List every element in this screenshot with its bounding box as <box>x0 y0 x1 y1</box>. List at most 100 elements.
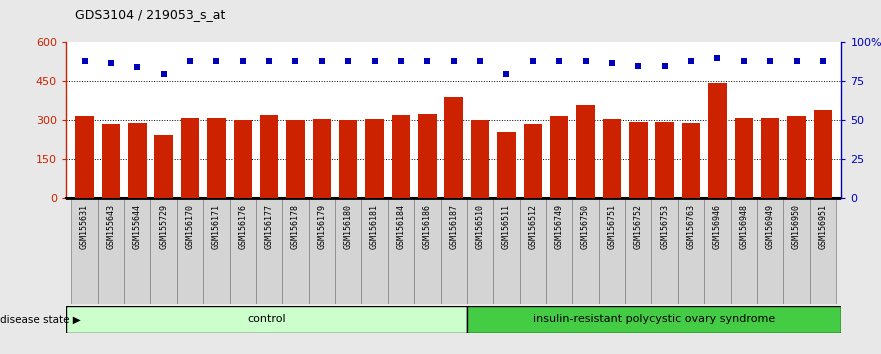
Point <box>657 63 671 69</box>
Bar <box>414 198 440 304</box>
Bar <box>576 105 595 198</box>
Bar <box>124 198 151 304</box>
Point <box>710 55 724 61</box>
Point <box>315 58 329 64</box>
Point <box>500 71 514 76</box>
Point <box>420 58 434 64</box>
Bar <box>550 116 568 198</box>
Bar <box>101 124 120 198</box>
Bar <box>467 306 841 333</box>
Point <box>552 58 566 64</box>
Point <box>130 64 144 70</box>
Point <box>341 58 355 64</box>
Bar <box>523 124 542 198</box>
Bar <box>98 198 124 304</box>
Text: GSM156946: GSM156946 <box>713 204 722 249</box>
Point <box>367 58 381 64</box>
Bar <box>181 118 199 198</box>
Bar <box>677 198 704 304</box>
Point <box>210 58 224 64</box>
Text: GSM156951: GSM156951 <box>818 204 827 249</box>
Text: GSM156176: GSM156176 <box>238 204 248 249</box>
Bar <box>128 123 146 198</box>
Point <box>579 58 593 64</box>
Text: GSM155729: GSM155729 <box>159 204 168 249</box>
Point <box>78 58 92 64</box>
Bar <box>761 118 780 198</box>
Bar <box>339 120 358 198</box>
Bar <box>757 198 783 304</box>
Bar <box>783 198 810 304</box>
Text: GSM156184: GSM156184 <box>396 204 405 249</box>
Bar <box>603 119 621 198</box>
Point <box>183 58 197 64</box>
Bar <box>470 120 489 198</box>
Point <box>737 58 751 64</box>
Text: GSM156177: GSM156177 <box>264 204 274 249</box>
Bar <box>730 198 757 304</box>
Bar <box>230 198 256 304</box>
Bar <box>282 198 308 304</box>
Bar <box>388 198 414 304</box>
Text: GSM156948: GSM156948 <box>739 204 748 249</box>
Text: GSM156752: GSM156752 <box>633 204 643 249</box>
Bar <box>233 120 252 198</box>
Bar <box>599 198 626 304</box>
Bar <box>788 116 806 198</box>
Point <box>473 58 487 64</box>
Text: disease state ▶: disease state ▶ <box>0 314 81 325</box>
Point <box>394 58 408 64</box>
Text: GSM156949: GSM156949 <box>766 204 774 249</box>
Text: control: control <box>248 314 285 325</box>
Point <box>632 63 646 69</box>
Point <box>816 58 830 64</box>
Text: GSM156512: GSM156512 <box>529 204 537 249</box>
Point <box>447 58 461 64</box>
Bar <box>75 116 93 198</box>
Bar <box>651 198 677 304</box>
Text: insulin-resistant polycystic ovary syndrome: insulin-resistant polycystic ovary syndr… <box>533 314 775 325</box>
Bar <box>708 83 727 198</box>
Bar <box>440 198 467 304</box>
Text: GSM156186: GSM156186 <box>423 204 432 249</box>
Bar <box>493 198 520 304</box>
Text: GSM156749: GSM156749 <box>555 204 564 249</box>
Text: GSM155644: GSM155644 <box>133 204 142 249</box>
Bar <box>497 132 515 198</box>
Bar <box>704 198 730 304</box>
Bar <box>418 114 437 198</box>
Bar <box>335 198 361 304</box>
Bar <box>573 198 599 304</box>
Bar <box>308 198 335 304</box>
Text: GSM156178: GSM156178 <box>291 204 300 249</box>
Bar <box>366 119 384 198</box>
Bar <box>71 198 98 304</box>
Point <box>763 58 777 64</box>
Bar <box>177 198 204 304</box>
Bar <box>682 123 700 198</box>
Bar <box>814 110 833 198</box>
Point <box>789 58 803 64</box>
Text: GSM156511: GSM156511 <box>502 204 511 249</box>
Point <box>288 58 302 64</box>
Text: GSM156171: GSM156171 <box>212 204 221 249</box>
Text: GSM156950: GSM156950 <box>792 204 801 249</box>
Point <box>262 58 276 64</box>
Point <box>104 60 118 65</box>
Bar <box>313 119 331 198</box>
Bar <box>392 115 411 198</box>
Text: GSM156170: GSM156170 <box>186 204 195 249</box>
Bar <box>810 198 836 304</box>
Bar <box>520 198 546 304</box>
Text: GSM155643: GSM155643 <box>107 204 115 249</box>
Bar <box>655 122 674 198</box>
Text: GSM156187: GSM156187 <box>449 204 458 249</box>
Text: GSM156750: GSM156750 <box>581 204 590 249</box>
Bar <box>151 198 177 304</box>
Text: GSM156180: GSM156180 <box>344 204 352 249</box>
Point <box>526 58 540 64</box>
Text: GSM156179: GSM156179 <box>317 204 326 249</box>
Bar <box>735 118 753 198</box>
Text: GSM156181: GSM156181 <box>370 204 379 249</box>
Bar <box>256 198 282 304</box>
